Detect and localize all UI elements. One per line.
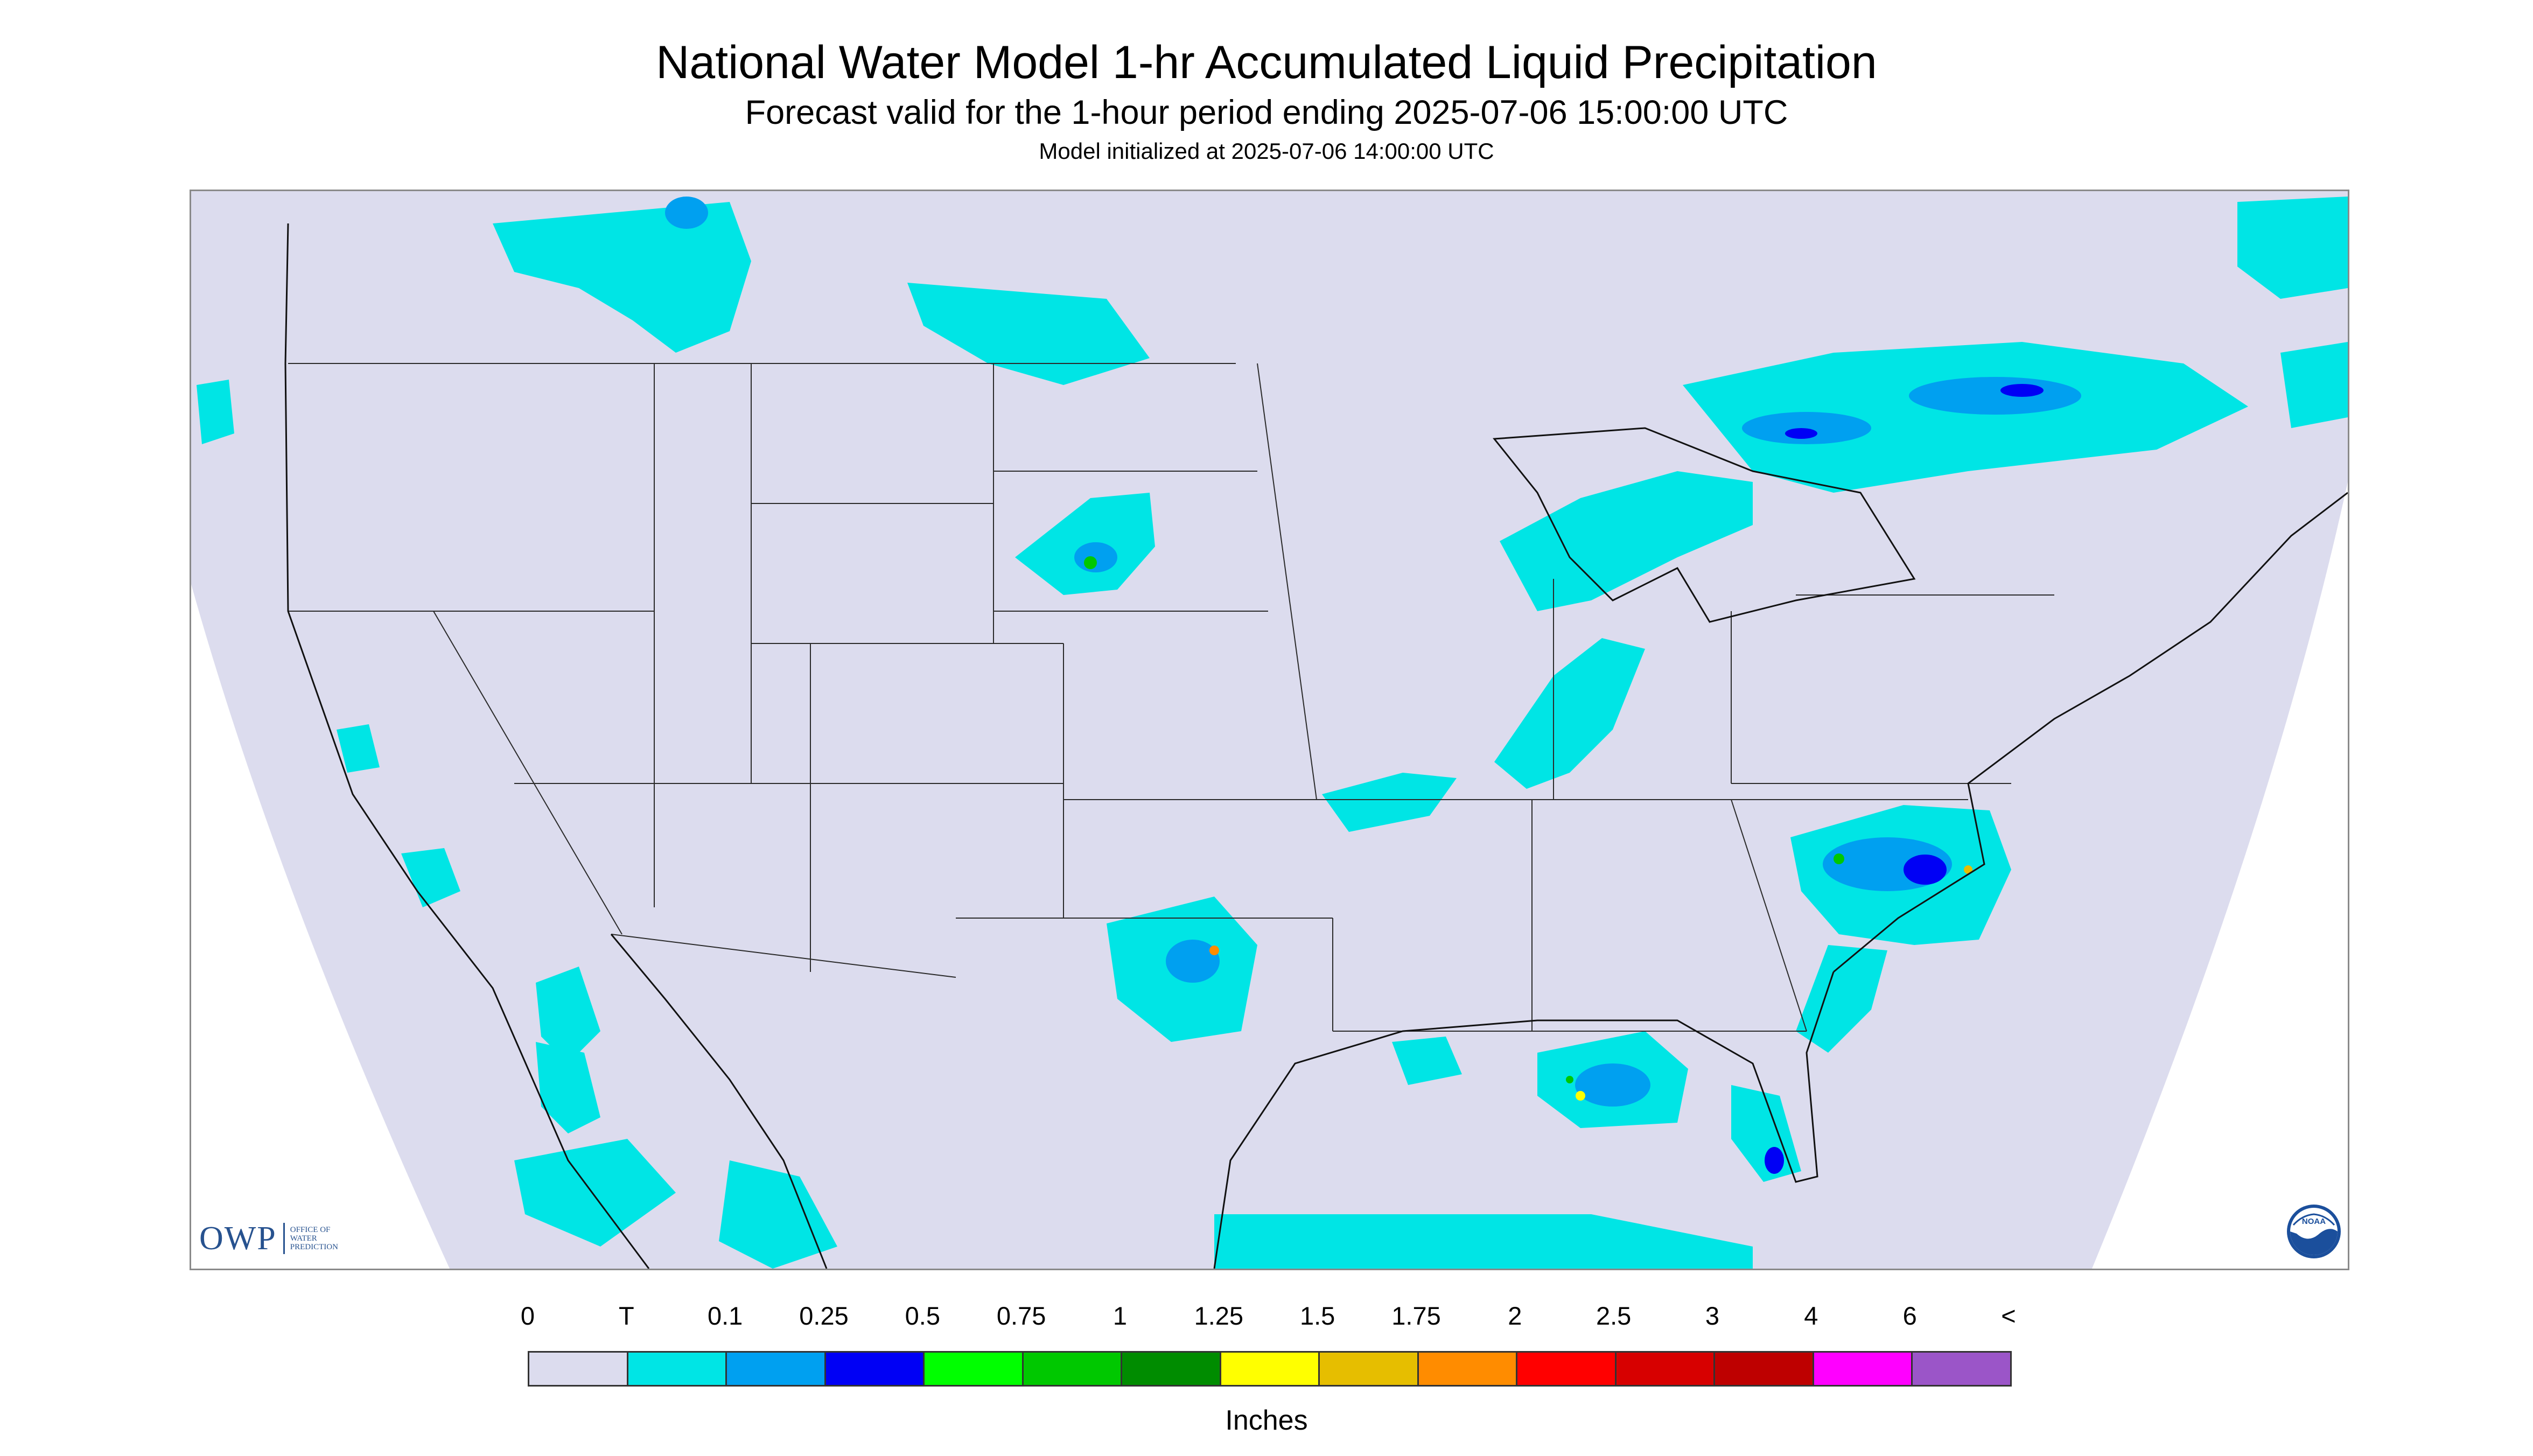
precip-core-alberta [665, 197, 708, 229]
owp-line-1: OFFICE OF [290, 1226, 331, 1234]
legend-tick-labels: 0 T 0.1 0.25 0.5 0.75 1 1.25 1.5 1.75 2 2.5 3 4 6 < [521, 1301, 2016, 1333]
legend-swatch-1 [628, 1353, 727, 1385]
owp-line-2: WATER [290, 1234, 317, 1243]
precip-manitoba [907, 283, 1150, 385]
political-boundaries [288, 363, 2054, 1032]
legend-tick-10: 2 [1508, 1301, 1522, 1330]
noaa-emblem: NOAA [2287, 1205, 2341, 1258]
legend-tick-6: 1 [1112, 1301, 1128, 1330]
great-lakes-outline [1493, 427, 1916, 623]
precip-pacific-baja [514, 1139, 676, 1247]
legend-tick-14: 6 [1902, 1301, 1917, 1330]
pacific-coast [284, 223, 650, 1269]
map-canvas [191, 191, 2348, 1269]
precip-south-dakota [1015, 493, 1155, 595]
noaa-text: NOAA [2302, 1217, 2326, 1226]
model-init-line: Model initialized at 2025-07-06 14:00:00… [1039, 138, 1494, 164]
precip-core-sd-green [1084, 556, 1097, 569]
precip-core-fl-2 [1765, 1147, 1784, 1174]
owp-logo-text: OFFICE OF WATER PREDICTION [290, 1226, 338, 1251]
state-line-ca-nv [433, 611, 622, 935]
precip-core-tx-orange [1209, 946, 1219, 955]
legend-swatch-8 [1320, 1353, 1419, 1385]
owp-logo-mark: OWP [199, 1220, 277, 1257]
precip-core-gulf [1575, 1063, 1650, 1107]
precip-southeast-coast [1796, 945, 1887, 1053]
precip-great-lakes-quebec [1683, 342, 2248, 493]
precipitation-map [190, 190, 2349, 1270]
legend-tick-1: T [618, 1301, 634, 1330]
precip-core-nc-2 [1904, 855, 1947, 885]
precip-core-qc-2 [2000, 384, 2044, 397]
precip-arkansas-band [1322, 773, 1457, 832]
legend-tick-7: 1.25 [1194, 1301, 1244, 1330]
precip-bay-of-campeche [1214, 1214, 1753, 1269]
gulf-coast [1213, 971, 1835, 1269]
precip-new-brunswick [2280, 342, 2348, 428]
precip-core-on-2 [1785, 428, 1817, 439]
atlantic-coast [1833, 492, 2348, 973]
precip-gulf-california [536, 1042, 600, 1133]
legend-tick-8: 1.5 [1299, 1301, 1335, 1330]
owp-logo-divider [283, 1223, 285, 1254]
legend-tick-4: 0.5 [905, 1301, 940, 1330]
us-mexico-border-west [611, 934, 956, 978]
precip-oregon-coast [197, 380, 234, 444]
precip-core-gulf-green [1566, 1076, 1573, 1083]
legend-tick-2: 0.1 [707, 1301, 743, 1330]
precip-0.25-layer [1765, 384, 2044, 1174]
state-line-mn-wi [1257, 363, 1317, 800]
legend-tick-12: 3 [1705, 1301, 1720, 1330]
forecast-valid-subtitle: Forecast valid for the 1-hour period end… [745, 94, 1788, 131]
precip-alberta [493, 202, 751, 353]
legend-swatch-14 [1913, 1353, 2010, 1385]
precip-northwest-mexico [719, 1160, 837, 1269]
gulf-of-california [610, 934, 828, 1269]
legend-units-label: Inches [1225, 1405, 1308, 1436]
map-title: National Water Model 1-hr Accumulated Li… [656, 37, 1877, 88]
legend-swatch-7 [1221, 1353, 1320, 1385]
legend-tick-15: < [2001, 1301, 2016, 1330]
coastlines [284, 223, 2348, 1269]
legend-tick-13: 4 [1804, 1301, 1818, 1330]
precip-ohio-valley [1494, 638, 1645, 789]
precip-gulf-louisiana [1392, 1037, 1462, 1085]
precip-california-central [337, 724, 380, 773]
precip-0.5-plus-layer [1084, 556, 1972, 1101]
legend-tick-11: 2.5 [1596, 1301, 1632, 1330]
legend-swatch-10 [1517, 1353, 1617, 1385]
legend-swatch-12 [1715, 1353, 1814, 1385]
precip-california-south [401, 848, 460, 907]
precip-core-nc-green [1834, 853, 1844, 864]
legend-swatch-2 [727, 1353, 826, 1385]
legend-swatch-0 [529, 1353, 628, 1385]
state-line-ga-sc [1731, 799, 1807, 1032]
legend-color-bar [528, 1351, 2012, 1387]
precip-michigan-ontario [1500, 471, 1753, 611]
legend-swatch-4 [925, 1353, 1024, 1385]
precip-core-sd [1074, 542, 1117, 572]
legend-swatch-9 [1418, 1353, 1518, 1385]
owp-logo: OWP OFFICE OF WATER PREDICTION [199, 1220, 338, 1257]
legend-swatch-3 [825, 1353, 925, 1385]
legend-tick-9: 1.75 [1391, 1301, 1441, 1330]
owp-line-3: PREDICTION [290, 1243, 338, 1251]
precip-core-gulf-yellow [1576, 1091, 1585, 1101]
precip-core-nc-yellow [1964, 865, 1972, 874]
legend-tick-3: 0.25 [799, 1301, 849, 1330]
legend-swatch-13 [1814, 1353, 1913, 1385]
precip-nova-scotia [2237, 197, 2348, 299]
legend-swatch-6 [1122, 1353, 1221, 1385]
precip-baja-california [536, 967, 600, 1063]
noaa-logo-icon: NOAA [2286, 1203, 2342, 1259]
precip-core-quebec [1909, 377, 2081, 415]
legend-tick-5: 0.75 [996, 1301, 1046, 1330]
legend-swatch-11 [1616, 1353, 1716, 1385]
legend-swatch-5 [1023, 1353, 1123, 1385]
precip-core-ontario [1742, 412, 1871, 444]
precip-core-tx [1166, 940, 1220, 983]
legend-tick-0: 0 [520, 1301, 535, 1330]
